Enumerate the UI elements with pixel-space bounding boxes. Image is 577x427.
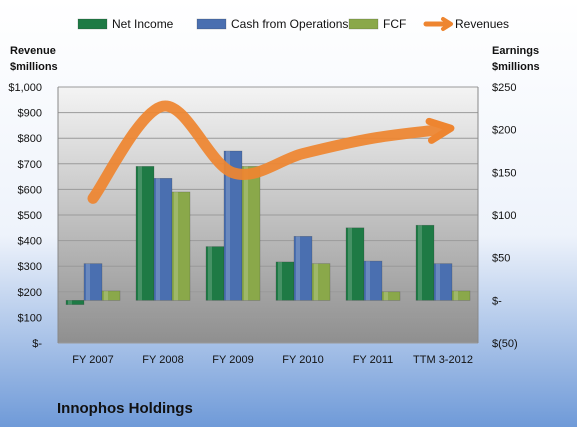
- bar-highlight: [156, 178, 160, 301]
- bar-highlight: [226, 151, 230, 301]
- bar-fcf: [311, 263, 331, 301]
- bar-highlight: [244, 166, 248, 301]
- bar-fcf: [381, 291, 401, 301]
- line-layer: [87, 100, 455, 204]
- right-tick-label: $100: [492, 210, 516, 222]
- left-axis-ticks: $- $100 $200 $300 $400 $500 $600 $700 $800 $900 $1…: [8, 82, 42, 350]
- x-tick-label: FY 2009: [212, 354, 253, 366]
- bar-highlight: [86, 263, 90, 301]
- bar-highlight: [348, 227, 352, 301]
- bar-highlight: [314, 263, 318, 301]
- legend-arrow-icon: [441, 17, 453, 31]
- left-tick-label: $100: [18, 312, 42, 324]
- right-tick-label: $(50): [492, 338, 518, 350]
- bar-highlight: [208, 246, 212, 301]
- bar-net-income: [415, 224, 435, 301]
- bar-highlight: [278, 261, 282, 301]
- bar-highlight: [454, 290, 458, 301]
- legend-label-revenues: Revenues: [455, 17, 509, 31]
- bar-layer: [65, 150, 471, 305]
- right-tick-label: $250: [492, 82, 516, 94]
- bar-cash-from-operations: [433, 263, 453, 301]
- left-axis-title-line2: $millions: [10, 61, 58, 73]
- bar-fcf: [241, 166, 261, 301]
- left-axis-title-line1: Revenue: [10, 45, 56, 57]
- bar-highlight: [366, 261, 370, 301]
- x-tick-label: FY 2008: [142, 354, 183, 366]
- left-tick-label: $400: [18, 236, 42, 248]
- legend-label-net-income: Net Income: [112, 17, 174, 31]
- bar-fcf: [171, 191, 191, 301]
- right-axis-title-line1: Earnings: [492, 45, 539, 57]
- left-tick-label: $200: [18, 287, 42, 299]
- right-tick-label: $50: [492, 253, 510, 265]
- bar-highlight: [174, 191, 178, 301]
- x-tick-label: FY 2007: [72, 354, 113, 366]
- left-tick-label: $700: [18, 159, 42, 171]
- legend-swatch-cash-from-operations: [196, 18, 227, 30]
- left-tick-label: $600: [18, 184, 42, 196]
- bar-highlight: [68, 300, 72, 305]
- left-tick-label: $300: [18, 261, 42, 273]
- left-tick-label: $1,000: [8, 82, 42, 94]
- bar-highlight: [296, 236, 300, 301]
- x-tick-label: FY 2010: [282, 354, 323, 366]
- legend: Net Income Cash from Operations FCF Revenue…: [77, 17, 509, 31]
- x-axis-ticks: FY 2007 FY 2008 FY 2009 FY 2010 FY 2011 TTM 3…: [72, 354, 473, 366]
- bar-cash-from-operations: [83, 263, 103, 301]
- legend-swatch-fcf: [348, 18, 379, 30]
- bar-highlight: [384, 291, 388, 301]
- legend-label-cash-from-operations: Cash from Operations: [231, 17, 348, 31]
- right-tick-label: $150: [492, 167, 516, 179]
- left-tick-label: $800: [18, 133, 42, 145]
- bar-highlight: [418, 225, 422, 301]
- bar-highlight: [436, 263, 440, 301]
- bar-cash-from-operations: [363, 260, 383, 301]
- x-tick-label: FY 2011: [353, 354, 394, 366]
- right-tick-label: $200: [492, 125, 516, 137]
- line-arrowhead: [425, 117, 455, 144]
- x-tick-label: TTM 3-2012: [413, 354, 473, 366]
- bar-highlight: [138, 166, 142, 301]
- right-axis-ticks: $(50) $- $50 $100 $150 $200 $250: [492, 82, 518, 350]
- chart-title: Innophos Holdings: [57, 400, 193, 417]
- bar-highlight: [104, 290, 108, 301]
- left-tick-label: $500: [18, 210, 42, 222]
- left-tick-label: $-: [32, 338, 42, 350]
- right-axis-title-line2: $millions: [492, 61, 540, 73]
- legend-swatch-net-income: [77, 18, 108, 30]
- left-tick-label: $900: [18, 108, 42, 120]
- line-revenues: [87, 100, 449, 204]
- bar-fcf: [451, 290, 471, 301]
- bar-net-income: [65, 300, 85, 305]
- bar-fcf: [101, 290, 121, 301]
- right-tick-label: $-: [492, 295, 502, 307]
- legend-label-fcf: FCF: [383, 17, 406, 31]
